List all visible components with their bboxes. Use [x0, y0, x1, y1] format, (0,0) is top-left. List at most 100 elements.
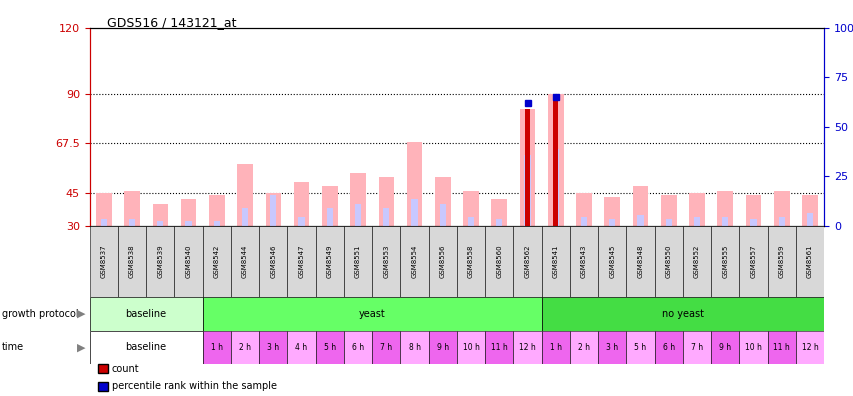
- Text: 5 h: 5 h: [323, 343, 335, 352]
- Text: GSM8557: GSM8557: [750, 245, 756, 278]
- Bar: [767, 331, 795, 364]
- Bar: [597, 331, 625, 364]
- Text: GSM8537: GSM8537: [101, 245, 107, 278]
- Bar: [258, 226, 287, 297]
- Bar: [439, 204, 445, 226]
- Bar: [181, 199, 196, 226]
- Bar: [202, 331, 230, 364]
- Bar: [344, 226, 372, 297]
- Text: 10 h: 10 h: [744, 343, 761, 352]
- Bar: [118, 226, 146, 297]
- Bar: [322, 186, 337, 226]
- Bar: [541, 297, 823, 331]
- Bar: [411, 199, 417, 226]
- Bar: [750, 219, 756, 226]
- Text: GSM8541: GSM8541: [552, 245, 558, 278]
- Bar: [654, 226, 682, 297]
- Bar: [722, 217, 728, 226]
- Bar: [270, 195, 276, 226]
- Bar: [383, 208, 389, 226]
- Bar: [287, 226, 316, 297]
- Text: baseline: baseline: [125, 309, 166, 319]
- Bar: [636, 215, 643, 226]
- Text: 1 h: 1 h: [211, 343, 223, 352]
- Text: 1 h: 1 h: [549, 343, 561, 352]
- Bar: [660, 195, 676, 226]
- Bar: [157, 221, 163, 226]
- Bar: [519, 109, 535, 226]
- Bar: [90, 297, 202, 331]
- Text: 2 h: 2 h: [577, 343, 589, 352]
- Bar: [711, 331, 739, 364]
- Text: GSM8561: GSM8561: [806, 245, 812, 278]
- Bar: [625, 226, 654, 297]
- Bar: [513, 331, 541, 364]
- Bar: [552, 149, 558, 226]
- Bar: [372, 331, 400, 364]
- Bar: [632, 186, 647, 226]
- Text: 12 h: 12 h: [801, 343, 817, 352]
- Bar: [298, 217, 305, 226]
- Bar: [711, 226, 739, 297]
- Text: 6 h: 6 h: [662, 343, 674, 352]
- Text: GSM8540: GSM8540: [185, 245, 191, 278]
- Text: GSM8552: GSM8552: [693, 245, 699, 278]
- Text: GSM8556: GSM8556: [439, 245, 445, 278]
- Text: GSM8558: GSM8558: [467, 245, 473, 278]
- Text: 2 h: 2 h: [239, 343, 251, 352]
- Text: 6 h: 6 h: [351, 343, 363, 352]
- Bar: [525, 109, 530, 226]
- Bar: [287, 331, 316, 364]
- Bar: [96, 193, 112, 226]
- Text: growth protocol: growth protocol: [2, 309, 78, 319]
- Bar: [576, 193, 591, 226]
- Bar: [682, 331, 711, 364]
- Text: GSM8562: GSM8562: [524, 245, 530, 278]
- Bar: [580, 217, 586, 226]
- Bar: [569, 331, 597, 364]
- Bar: [174, 226, 202, 297]
- Text: GSM8555: GSM8555: [722, 245, 728, 278]
- Bar: [344, 331, 372, 364]
- Text: GSM8550: GSM8550: [665, 245, 671, 278]
- Text: GSM8544: GSM8544: [241, 245, 247, 278]
- Text: GSM8548: GSM8548: [636, 245, 643, 278]
- Bar: [153, 204, 168, 226]
- Bar: [101, 219, 107, 226]
- Bar: [428, 331, 456, 364]
- Bar: [129, 219, 135, 226]
- Text: GSM8542: GSM8542: [213, 245, 219, 278]
- Bar: [693, 217, 699, 226]
- Bar: [548, 94, 563, 226]
- Bar: [428, 226, 456, 297]
- Bar: [355, 204, 361, 226]
- Bar: [806, 213, 812, 226]
- Bar: [569, 226, 597, 297]
- Bar: [265, 193, 281, 226]
- Bar: [608, 219, 615, 226]
- Bar: [553, 94, 558, 226]
- Text: 12 h: 12 h: [519, 343, 535, 352]
- Bar: [654, 331, 682, 364]
- Bar: [717, 190, 732, 226]
- Bar: [90, 331, 202, 364]
- Text: count: count: [112, 364, 139, 374]
- Bar: [462, 190, 479, 226]
- Text: GSM8543: GSM8543: [580, 245, 586, 278]
- Bar: [801, 195, 817, 226]
- Text: GSM8554: GSM8554: [411, 245, 417, 278]
- Bar: [372, 226, 400, 297]
- Text: time: time: [2, 343, 24, 352]
- Text: GSM8547: GSM8547: [299, 245, 305, 278]
- Text: 3 h: 3 h: [606, 343, 618, 352]
- Bar: [625, 331, 654, 364]
- Bar: [230, 226, 258, 297]
- Text: no yeast: no yeast: [661, 309, 703, 319]
- Text: GSM8549: GSM8549: [327, 245, 333, 278]
- Text: GSM8551: GSM8551: [355, 245, 361, 278]
- Text: 11 h: 11 h: [773, 343, 789, 352]
- Text: GSM8539: GSM8539: [157, 245, 163, 278]
- Bar: [467, 217, 473, 226]
- Bar: [485, 226, 513, 297]
- Text: GSM8559: GSM8559: [778, 245, 784, 278]
